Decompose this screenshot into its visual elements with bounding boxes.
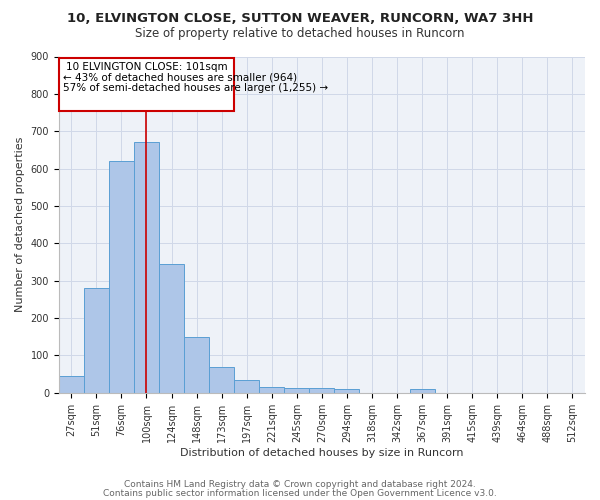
Text: ← 43% of detached houses are smaller (964): ← 43% of detached houses are smaller (96… (62, 73, 296, 83)
FancyBboxPatch shape (59, 58, 234, 110)
Text: 10, ELVINGTON CLOSE, SUTTON WEAVER, RUNCORN, WA7 3HH: 10, ELVINGTON CLOSE, SUTTON WEAVER, RUNC… (67, 12, 533, 26)
Bar (184, 337, 209, 393)
Bar (234, 380, 259, 393)
X-axis label: Distribution of detached houses by size in Runcorn: Distribution of detached houses by size … (180, 448, 464, 458)
Bar (410, 389, 434, 393)
Text: Contains HM Land Registry data © Crown copyright and database right 2024.: Contains HM Land Registry data © Crown c… (124, 480, 476, 489)
Bar (159, 264, 184, 393)
Bar (259, 387, 284, 393)
Bar (84, 288, 109, 393)
Bar (59, 376, 84, 393)
Bar (310, 388, 334, 393)
Bar (134, 142, 159, 393)
Text: Contains public sector information licensed under the Open Government Licence v3: Contains public sector information licen… (103, 489, 497, 498)
Text: Size of property relative to detached houses in Runcorn: Size of property relative to detached ho… (135, 28, 465, 40)
Y-axis label: Number of detached properties: Number of detached properties (15, 137, 25, 312)
Bar (284, 388, 310, 393)
Bar (109, 161, 134, 393)
Bar (334, 389, 359, 393)
Bar (209, 368, 234, 393)
Text: 10 ELVINGTON CLOSE: 101sqm: 10 ELVINGTON CLOSE: 101sqm (65, 62, 227, 72)
Text: 57% of semi-detached houses are larger (1,255) →: 57% of semi-detached houses are larger (… (62, 84, 328, 94)
